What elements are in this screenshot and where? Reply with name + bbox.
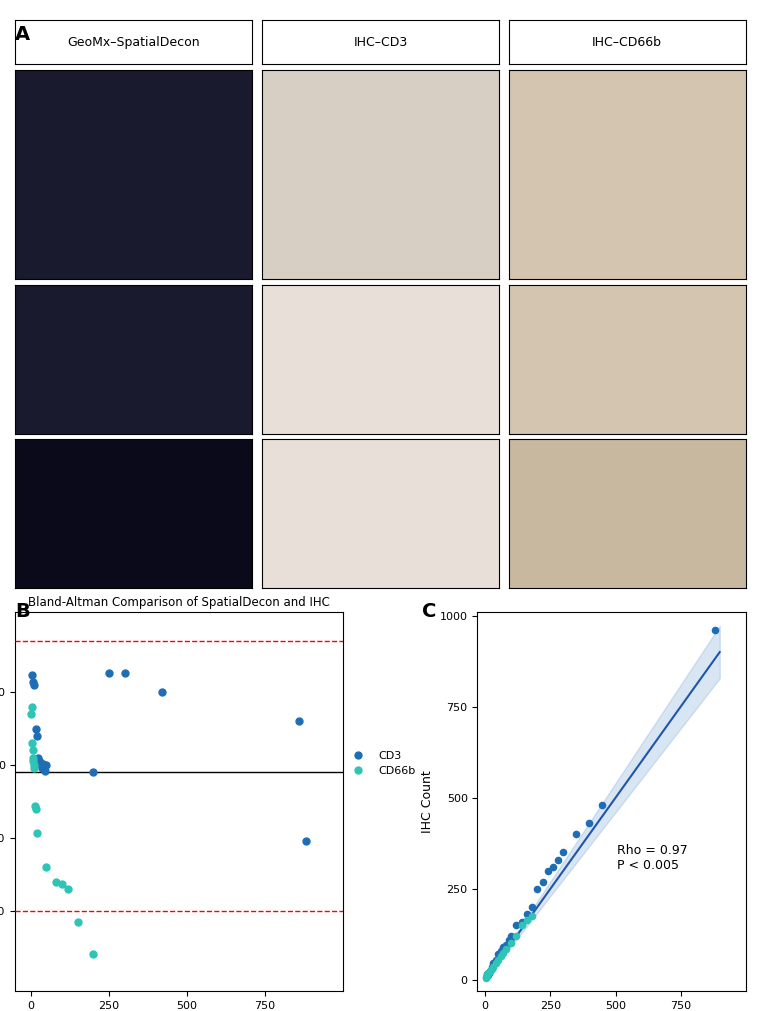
Point bbox=[486, 959, 498, 976]
Point bbox=[27, 666, 39, 682]
Point bbox=[37, 757, 49, 773]
Point bbox=[31, 728, 43, 744]
Point bbox=[481, 968, 493, 984]
Point bbox=[487, 955, 499, 972]
Point bbox=[505, 935, 517, 951]
Point bbox=[49, 874, 62, 890]
Point bbox=[28, 760, 40, 776]
Point bbox=[505, 928, 517, 944]
Point bbox=[516, 917, 528, 933]
Point bbox=[34, 755, 46, 771]
Point bbox=[27, 735, 39, 751]
Point bbox=[547, 859, 559, 876]
Point bbox=[511, 917, 523, 933]
Point bbox=[27, 674, 40, 691]
Point bbox=[119, 665, 131, 681]
Point bbox=[26, 699, 38, 715]
Text: IHC–CD3: IHC–CD3 bbox=[353, 35, 408, 49]
Point bbox=[103, 665, 115, 681]
Point bbox=[27, 752, 40, 768]
Point bbox=[40, 859, 53, 876]
Point bbox=[481, 967, 493, 983]
Title: Bland-Altman Comparison of SpatialDecon and IHC: Bland-Altman Comparison of SpatialDecon … bbox=[28, 596, 330, 610]
Point bbox=[482, 966, 494, 982]
Text: GeoMx–SpatialDecon: GeoMx–SpatialDecon bbox=[68, 35, 200, 49]
Point bbox=[27, 749, 39, 765]
Point bbox=[484, 962, 496, 979]
Point bbox=[40, 757, 53, 773]
Point bbox=[552, 851, 564, 867]
Point bbox=[31, 825, 43, 841]
Point bbox=[597, 797, 609, 813]
Point bbox=[39, 762, 51, 778]
Point bbox=[557, 844, 569, 860]
Point bbox=[33, 754, 46, 770]
Point bbox=[37, 755, 49, 771]
Point bbox=[481, 967, 493, 983]
Point bbox=[489, 955, 501, 972]
Point bbox=[516, 914, 528, 930]
Point bbox=[495, 948, 507, 964]
Point bbox=[156, 684, 168, 701]
Point bbox=[88, 764, 100, 780]
Point bbox=[33, 752, 45, 768]
Legend: CD3, CD66b: CD3, CD66b bbox=[342, 746, 419, 780]
Point bbox=[708, 622, 721, 638]
Point bbox=[28, 798, 40, 814]
Point bbox=[495, 942, 507, 958]
Point bbox=[521, 906, 533, 922]
Point bbox=[498, 939, 510, 955]
Point bbox=[511, 928, 523, 944]
Point bbox=[570, 826, 582, 842]
Point bbox=[584, 815, 596, 831]
Text: C: C bbox=[422, 602, 437, 621]
Point bbox=[526, 899, 538, 915]
Point bbox=[294, 713, 306, 729]
Point bbox=[500, 941, 512, 957]
Point bbox=[484, 962, 496, 979]
Point bbox=[482, 964, 495, 981]
Point bbox=[479, 970, 492, 986]
Point bbox=[62, 881, 75, 897]
Point bbox=[482, 968, 494, 984]
Point bbox=[30, 801, 42, 817]
Point bbox=[521, 912, 533, 928]
Point bbox=[502, 932, 514, 948]
Point bbox=[28, 676, 40, 693]
Text: Rho = 0.97
P < 0.005: Rho = 0.97 P < 0.005 bbox=[617, 844, 688, 872]
Point bbox=[487, 959, 499, 976]
Point bbox=[480, 969, 492, 985]
Point bbox=[36, 760, 48, 776]
Point bbox=[25, 706, 37, 722]
Text: A: A bbox=[15, 25, 30, 44]
Point bbox=[72, 914, 84, 930]
Point bbox=[480, 969, 492, 985]
Point bbox=[32, 749, 44, 765]
Point bbox=[486, 960, 498, 977]
Point bbox=[30, 721, 42, 737]
Point bbox=[483, 963, 495, 980]
Point bbox=[56, 877, 68, 893]
Point bbox=[300, 833, 312, 849]
Point bbox=[88, 946, 100, 962]
Point bbox=[489, 951, 501, 968]
Point bbox=[492, 946, 505, 962]
Point bbox=[537, 874, 549, 890]
Point bbox=[531, 881, 543, 897]
Point bbox=[27, 757, 40, 773]
Text: IHC–CD66b: IHC–CD66b bbox=[592, 35, 662, 49]
Point bbox=[35, 757, 47, 773]
Text: B: B bbox=[15, 602, 30, 621]
Point bbox=[526, 908, 538, 924]
Point bbox=[483, 964, 495, 981]
Point bbox=[498, 944, 510, 960]
Y-axis label: IHC Count: IHC Count bbox=[421, 770, 434, 833]
Point bbox=[480, 969, 492, 985]
Point bbox=[542, 862, 554, 879]
Point bbox=[500, 937, 512, 953]
Point bbox=[492, 951, 505, 968]
Point bbox=[27, 742, 39, 758]
